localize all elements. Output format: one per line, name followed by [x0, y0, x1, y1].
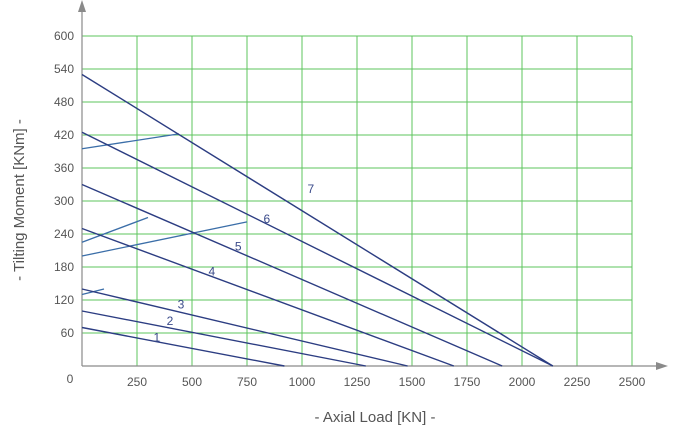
y-axis-title: - Tilting Moment [KNm] -	[11, 119, 28, 281]
curve-label-4: 4	[208, 264, 215, 278]
x-tick-label: 1250	[344, 375, 371, 389]
x-axis-title: - Axial Load [KN] -	[315, 409, 436, 426]
curve-label-1: 1	[153, 330, 160, 344]
rating-line	[81, 216, 149, 243]
x-tick-label: 1500	[399, 375, 426, 389]
x-tick-label: 2000	[509, 375, 536, 389]
series-line-3	[81, 288, 408, 367]
y-tick-label: 600	[54, 29, 74, 43]
series-line-6	[81, 131, 554, 367]
tick-labels: 250 500 750 1000 1250 1500 1750 2000 2250 2500601…	[54, 29, 646, 389]
curve-label-6: 6	[263, 212, 270, 226]
series-line-7	[81, 73, 554, 367]
x-axis-arrow	[656, 362, 668, 370]
curve-label-2: 2	[167, 314, 174, 328]
y-tick-label: 420	[54, 128, 74, 142]
curve-labels: 123 4 5 6 7	[153, 182, 314, 345]
y-tick-label: 120	[54, 293, 74, 307]
series-line-4	[81, 227, 455, 367]
x-tick-label: 1750	[454, 375, 481, 389]
series-lines	[81, 73, 554, 367]
y-tick-label: 180	[54, 260, 74, 274]
x-tick-label: 250	[127, 375, 147, 389]
y-tick-label: 240	[54, 227, 74, 241]
y-axis-arrow	[78, 0, 86, 12]
y-tick-label: 300	[54, 194, 74, 208]
curve-label-3: 3	[178, 297, 185, 311]
series-line-2	[81, 310, 366, 367]
curve-label-7: 7	[307, 182, 314, 196]
series-line-5	[81, 183, 503, 367]
curve-label-5: 5	[235, 240, 242, 254]
grid	[82, 35, 633, 366]
series-line-1	[81, 326, 285, 367]
rating-lines	[81, 133, 248, 296]
axes	[78, 0, 668, 370]
y-tick-label: 480	[54, 95, 74, 109]
y-tick-label: 360	[54, 161, 74, 175]
y-tick-label: 540	[54, 62, 74, 76]
x-tick-label: 500	[182, 375, 202, 389]
x-tick-label: 1000	[289, 375, 316, 389]
rating-line	[81, 221, 248, 257]
rating-line	[81, 133, 179, 150]
x-tick-label: 2250	[564, 375, 591, 389]
x-tick-label: 2500	[619, 375, 646, 389]
x-tick-label: 750	[237, 375, 257, 389]
y-tick-label: 60	[61, 326, 75, 340]
origin-label: 0	[67, 372, 74, 386]
